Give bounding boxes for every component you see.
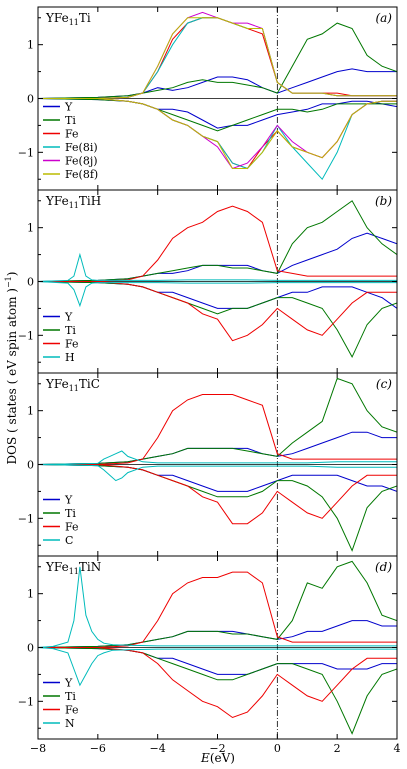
y-tick-label: −1 xyxy=(18,695,34,708)
x-axis: −8 −6 −4 −2 0 2 4 xyxy=(30,742,401,755)
series-ti-up xyxy=(38,200,397,282)
series-fe-up xyxy=(38,394,397,465)
y-tick-label: 0 xyxy=(27,93,34,106)
series-fe8f-up xyxy=(38,17,397,99)
x-tick-label: 4 xyxy=(394,742,401,755)
series-ti-down xyxy=(38,98,397,132)
series-ti-up xyxy=(38,22,397,99)
x-tick-label: 0 xyxy=(274,742,281,755)
legend-label: Fe xyxy=(65,338,79,351)
compound-title: YFe11TiC xyxy=(45,377,100,393)
x-tick-label: 2 xyxy=(334,742,341,755)
legend-label: C xyxy=(65,534,73,547)
series-y-up xyxy=(38,620,397,648)
compound-title: YFe11TiN xyxy=(45,560,101,576)
panel-label: (d) xyxy=(375,560,392,574)
y-tick-label: 1 xyxy=(27,405,34,418)
x-tick-label: −8 xyxy=(30,742,46,755)
panel-label: (a) xyxy=(375,11,392,25)
panel-label: (c) xyxy=(376,377,392,391)
series-y-up xyxy=(38,232,397,282)
series-h-down xyxy=(38,281,397,308)
series-fe8i-up xyxy=(38,17,397,99)
series-n-up xyxy=(38,566,397,648)
legend-label: Ti xyxy=(65,324,76,337)
legend-label: Ti xyxy=(65,507,76,520)
compound-title: YFe11TiH xyxy=(45,194,101,210)
series-fe-down xyxy=(38,647,397,719)
series-y-down xyxy=(38,98,397,129)
legend-label: N xyxy=(65,717,75,730)
series-y-down xyxy=(38,281,397,309)
legend-label: Ti xyxy=(65,690,76,703)
legend-label: Y xyxy=(64,311,73,324)
legend-label: Fe xyxy=(65,128,79,141)
series-fe8f-down xyxy=(38,98,397,169)
legend-label: Fe(8f) xyxy=(65,168,98,181)
series-n-down xyxy=(38,647,397,687)
compound-title: YFe11Ti xyxy=(45,11,91,27)
legend-label: Fe xyxy=(65,704,79,717)
y-tick-label: −1 xyxy=(18,512,34,525)
x-tick-label: −4 xyxy=(150,742,166,755)
legend-label: Fe xyxy=(65,521,79,534)
legend-label: Y xyxy=(64,494,73,507)
legend-label: Y xyxy=(64,101,73,114)
series-fe-up xyxy=(38,571,397,648)
x-tick-label: −2 xyxy=(209,742,225,755)
panel-label: (b) xyxy=(375,194,392,208)
x-axis-label: E(eV) xyxy=(200,751,235,765)
series-y-down xyxy=(38,464,397,492)
series-ti-down xyxy=(38,647,397,735)
series-y-up xyxy=(38,68,397,99)
legend-label: Fe(8i) xyxy=(65,141,98,154)
y-tick-label: 0 xyxy=(27,642,34,655)
y-tick-label: −1 xyxy=(18,329,34,342)
legend-label: Fe(8j) xyxy=(65,155,98,168)
series-h-up xyxy=(38,252,397,282)
y-axis-label: DOS ( states ( eV spin atom )−1) xyxy=(4,272,19,465)
legend-label: H xyxy=(65,351,75,364)
series-c-down xyxy=(38,464,397,482)
y-tick-label: 0 xyxy=(27,276,34,289)
y-tick-label: −1 xyxy=(18,146,34,159)
y-tick-label: 0 xyxy=(27,459,34,472)
series-y-down xyxy=(38,647,397,675)
y-tick-label: 1 xyxy=(27,222,34,235)
series-fe-down xyxy=(38,464,397,525)
legend-label: Ti xyxy=(65,114,76,127)
series-fe-up xyxy=(38,17,397,99)
series-fe-down xyxy=(38,281,397,342)
x-tick-label: −6 xyxy=(90,742,106,755)
series-c-up xyxy=(38,450,397,465)
legend-label: Y xyxy=(64,677,73,690)
y-tick-label: 1 xyxy=(27,39,34,52)
series-ti-up xyxy=(38,560,397,648)
series-fe-up xyxy=(38,205,397,282)
series-ti-up xyxy=(38,377,397,465)
y-tick-label: 1 xyxy=(27,588,34,601)
